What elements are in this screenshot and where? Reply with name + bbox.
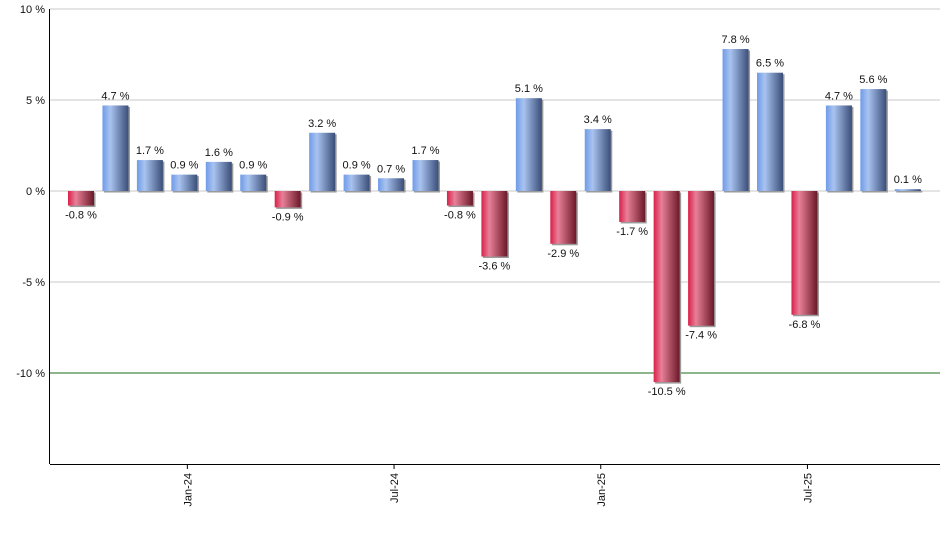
data-label: 6.5 % (756, 58, 784, 70)
data-label: 1.6 % (205, 147, 233, 159)
data-label: -10.5 % (648, 386, 686, 398)
data-label: 0.7 % (377, 163, 405, 175)
data-label: 4.7 % (825, 90, 853, 102)
bar-aug-25 (825, 105, 852, 191)
bar-feb-24 (205, 161, 232, 191)
bar-mar-25 (653, 191, 680, 383)
data-label: 7.8 % (721, 34, 749, 46)
bar-sep-24 (446, 191, 473, 206)
bar-oct-23 (68, 191, 94, 206)
bar-jul-24 (378, 178, 405, 191)
data-label: -6.8 % (789, 319, 821, 331)
bar-nov-24 (515, 98, 542, 191)
data-label: 5.6 % (859, 74, 887, 86)
bar-jul-25 (791, 191, 818, 315)
data-label: 0.9 % (170, 160, 198, 172)
bar-may-25 (722, 49, 749, 191)
bar-mar-24 (240, 174, 267, 191)
bar-jan-24 (171, 174, 198, 191)
x-tick-label: Jan-24 (182, 473, 194, 507)
y-tick-label: -10 % (16, 368, 45, 380)
data-label: 0.1 % (894, 174, 922, 186)
bar-may-24 (309, 132, 336, 191)
bars: -0.8 % 4.7 % 1.7 % 0.9 % 1.6 % 0.9 % -0.9 % 3.2… (65, 34, 923, 398)
bar-oct-25 (894, 189, 921, 191)
y-tick-label: -5 % (22, 277, 45, 289)
bar-jun-24 (343, 174, 370, 191)
bar-sep-25 (860, 89, 887, 191)
data-label: 1.7 % (411, 145, 439, 157)
bar-nov-23 (102, 105, 129, 191)
data-label: -0.8 % (65, 210, 97, 222)
data-label: -7.4 % (685, 330, 717, 342)
x-tick-label: Jul-24 (389, 473, 401, 503)
bar-aug-24 (412, 160, 439, 191)
data-label: 4.7 % (101, 90, 129, 102)
data-label: 0.9 % (343, 160, 371, 172)
bar-apr-24 (274, 191, 301, 208)
bar-dec-23 (136, 160, 163, 191)
x-tick-label: Jan-25 (596, 473, 608, 507)
y-tick-label: 10 % (20, 4, 45, 16)
y-tick-label: 5 % (26, 95, 45, 107)
y-tick-label: 0 % (26, 186, 45, 198)
data-label: 3.4 % (584, 114, 612, 126)
data-label: -1.7 % (616, 226, 648, 238)
bar-feb-25 (619, 191, 646, 222)
data-label: -0.8 % (444, 210, 476, 222)
data-label: 1.7 % (136, 145, 164, 157)
x-tick-label: Jul-25 (802, 473, 814, 503)
data-label: 0.9 % (239, 160, 267, 172)
bar-oct-24 (481, 191, 508, 257)
data-label: 5.1 % (515, 83, 543, 95)
data-label: 3.2 % (308, 118, 336, 130)
data-label: -3.6 % (479, 261, 511, 273)
data-label: -2.9 % (547, 248, 579, 260)
bar-shadow (896, 190, 923, 193)
data-label: -0.9 % (272, 211, 304, 223)
bar-apr-25 (688, 191, 715, 326)
bar-dec-24 (550, 191, 577, 244)
bar-jun-25 (757, 72, 783, 191)
bar-jan-25 (584, 129, 611, 191)
axes: 10 % 5 % 0 % -5 % -10 % Jan-24 Jul-24 Jan-25 Jul… (16, 4, 940, 507)
